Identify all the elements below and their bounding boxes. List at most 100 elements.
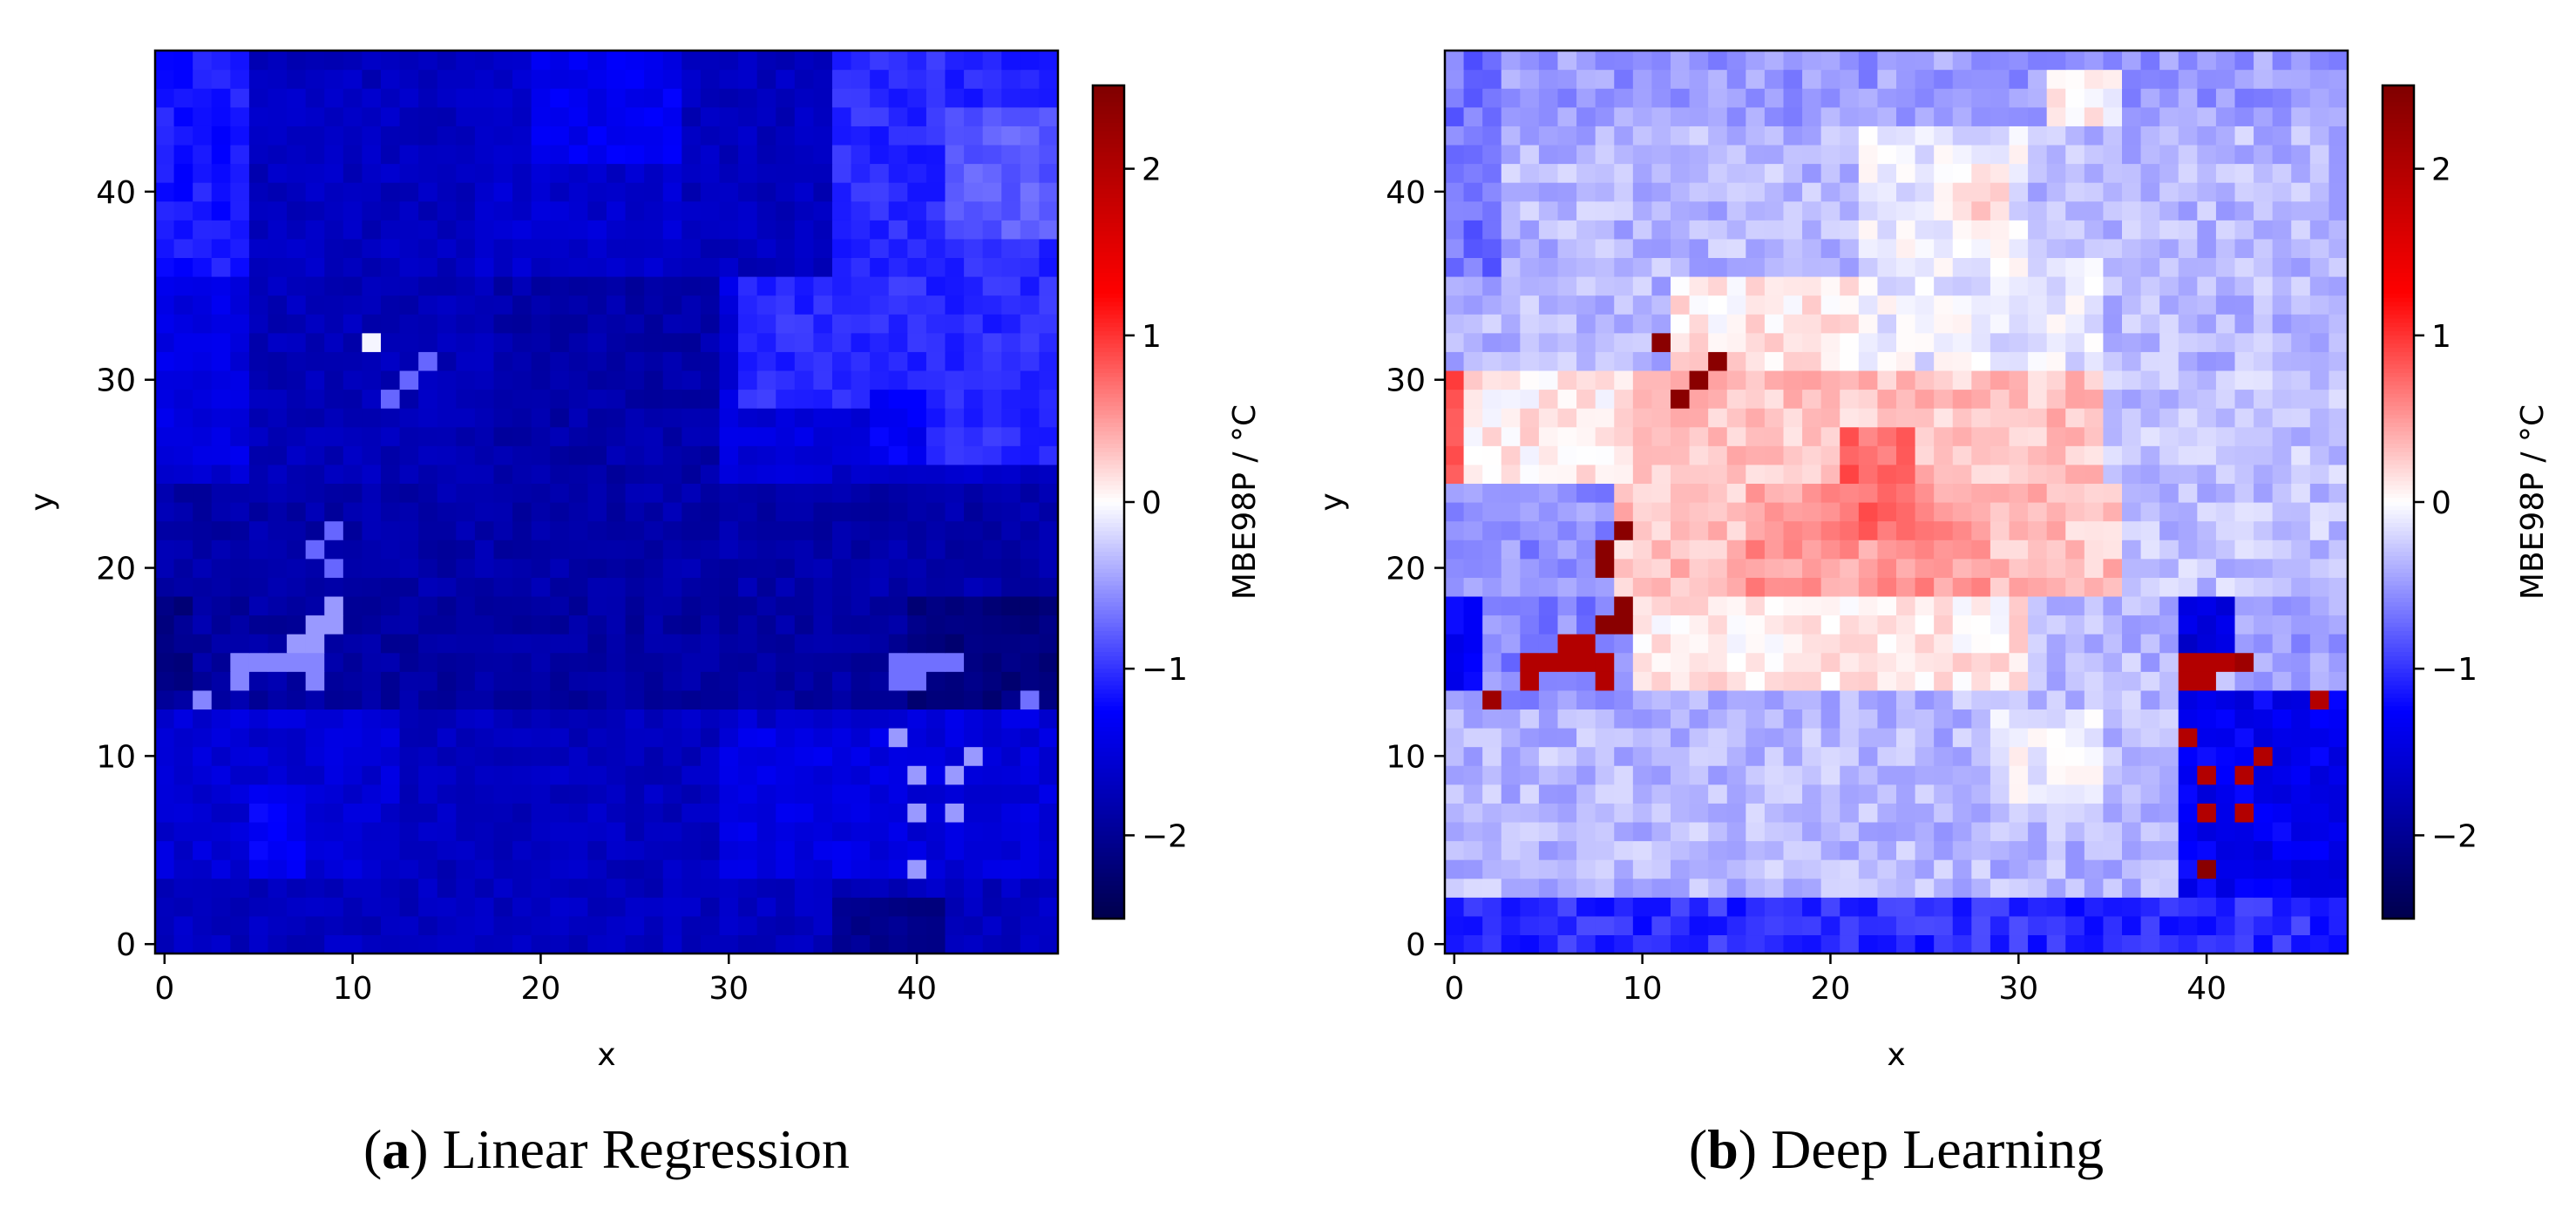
heatmap-cell	[287, 540, 307, 560]
heatmap-cell	[211, 200, 231, 221]
heatmap-cell	[474, 520, 495, 540]
colorbar-segment	[1093, 751, 1124, 757]
heatmap-cell	[1576, 144, 1596, 165]
heatmap-cell	[813, 69, 833, 89]
heatmap-cell	[1445, 934, 1465, 954]
heatmap-cell	[268, 502, 288, 522]
heatmap-cell	[1463, 728, 1483, 748]
heatmap-cell	[1915, 728, 1935, 748]
heatmap-cell	[832, 238, 852, 259]
heatmap-cell	[2140, 295, 2160, 315]
heatmap-cell	[1520, 502, 1540, 522]
colorbar-segment	[2383, 456, 2414, 461]
heatmap-cell	[1764, 878, 1785, 898]
heatmap-cell	[982, 182, 1002, 202]
heatmap-cell	[1877, 803, 1897, 823]
colorbar-segment	[1093, 856, 1124, 861]
heatmap-cell	[2215, 295, 2236, 315]
heatmap-cell	[813, 821, 833, 842]
heatmap-cell	[1520, 332, 1540, 352]
heatmap-cell	[248, 803, 269, 823]
heatmap-cell	[1802, 897, 1822, 917]
heatmap-cell	[1971, 595, 1991, 616]
heatmap-cell	[756, 540, 776, 560]
heatmap-cell	[1689, 200, 1709, 221]
heatmap-cell	[456, 915, 476, 936]
heatmap-cell	[568, 652, 589, 672]
heatmap-cell	[493, 784, 513, 804]
heatmap-cell	[1952, 426, 1972, 446]
heatmap-cell	[870, 689, 890, 710]
colorbar-segment	[1093, 410, 1124, 416]
heatmap-cell	[1520, 182, 1540, 202]
heatmap-cell	[550, 652, 570, 672]
heatmap-cell	[155, 464, 175, 485]
heatmap-cell	[607, 332, 627, 352]
heatmap-cell	[738, 126, 758, 146]
heatmap-cell	[794, 558, 815, 578]
heatmap-cell	[193, 502, 213, 522]
heatmap-cell	[1039, 840, 1059, 860]
heatmap-cell	[248, 520, 269, 540]
heatmap-cell	[1858, 577, 1879, 597]
heatmap-cell	[1482, 126, 1502, 146]
heatmap-cell	[1671, 69, 1691, 89]
colorbar-segment	[1093, 285, 1124, 291]
heatmap-cell	[700, 652, 721, 672]
heatmap-cell	[2065, 483, 2085, 503]
heatmap-cell	[1934, 483, 1954, 503]
heatmap-cell	[362, 464, 382, 485]
heatmap-cell	[248, 765, 269, 785]
heatmap-cell	[456, 595, 476, 616]
heatmap-cell	[1651, 163, 1671, 183]
heatmap-cell	[1671, 332, 1691, 352]
heatmap-cell	[870, 144, 890, 165]
heatmap-cell	[2046, 106, 2066, 126]
heatmap-cell	[719, 878, 739, 898]
heatmap-cell	[2178, 314, 2198, 334]
heatmap-cell	[813, 200, 833, 221]
heatmap-cell	[2140, 370, 2160, 390]
heatmap-cell	[1726, 577, 1746, 597]
heatmap-cell	[851, 163, 871, 183]
heatmap-cell	[700, 295, 721, 315]
colorbar-segment	[1093, 156, 1124, 161]
heatmap-cell	[493, 445, 513, 465]
heatmap-cell	[888, 728, 908, 748]
heatmap-cell	[2140, 220, 2160, 240]
heatmap-cell	[248, 934, 269, 954]
heatmap-cell	[493, 878, 513, 898]
heatmap-cell	[2122, 821, 2142, 842]
heatmap-cell	[907, 728, 927, 748]
heatmap-cell	[945, 445, 965, 465]
heatmap-cell	[230, 540, 250, 560]
heatmap-cell	[1934, 144, 1954, 165]
heatmap-cell	[907, 144, 927, 165]
heatmap-cell	[982, 540, 1002, 560]
heatmap-cell	[1990, 558, 2010, 578]
heatmap-cell	[1039, 746, 1059, 766]
heatmap-cell	[2103, 163, 2123, 183]
heatmap-cell	[568, 859, 589, 879]
heatmap-cell	[1915, 408, 1935, 428]
heatmap-cell	[1783, 445, 1803, 465]
heatmap-cell	[851, 577, 871, 597]
heatmap-cell	[1001, 163, 1021, 183]
heatmap-cell	[1595, 51, 1615, 71]
heatmap-cell	[1595, 351, 1615, 371]
heatmap-cell	[644, 276, 664, 296]
heatmap-cell	[1990, 238, 2010, 259]
heatmap-cell	[2065, 257, 2085, 277]
heatmap-cell	[1726, 332, 1746, 352]
heatmap-cell	[1632, 728, 1653, 748]
heatmap-cell	[851, 634, 871, 654]
colorbar-segment	[1093, 297, 1124, 303]
heatmap-cell	[1802, 558, 1822, 578]
heatmap-cell	[2234, 106, 2254, 126]
heatmap-cell	[870, 464, 890, 485]
heatmap-cell	[851, 784, 871, 804]
heatmap-cell	[1538, 784, 1559, 804]
heatmap-cell	[493, 540, 513, 560]
heatmap-cell	[1764, 540, 1785, 560]
heatmap-cell	[342, 126, 363, 146]
